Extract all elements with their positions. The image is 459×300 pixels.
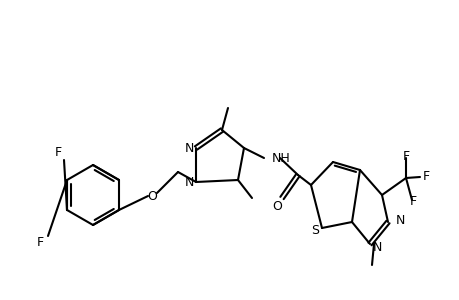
- Text: O: O: [147, 190, 157, 202]
- Text: N: N: [184, 176, 193, 188]
- Text: F: F: [54, 146, 62, 158]
- Text: S: S: [310, 224, 318, 238]
- Text: N: N: [184, 142, 193, 154]
- Text: F: F: [36, 236, 44, 248]
- Text: NH: NH: [271, 152, 290, 164]
- Text: N: N: [372, 242, 381, 254]
- Text: N: N: [395, 214, 404, 226]
- Text: F: F: [421, 170, 429, 183]
- Text: F: F: [402, 149, 409, 163]
- Text: F: F: [409, 195, 416, 208]
- Text: O: O: [271, 200, 281, 212]
